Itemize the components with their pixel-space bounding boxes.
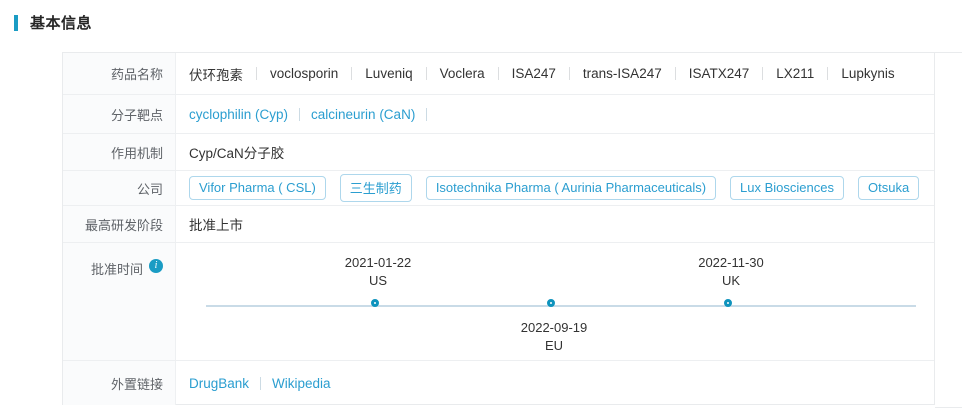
section-accent-bar — [14, 14, 18, 31]
divider — [299, 107, 301, 121]
target-link-calcineurin[interactable]: calcineurin (CaN) — [311, 106, 416, 122]
timeline-label-us: 2021-01-22 US — [308, 254, 448, 290]
company-tag-sansheng[interactable]: 三生制药 — [339, 174, 412, 202]
divider — [497, 67, 499, 80]
divider — [256, 67, 257, 80]
company-tags: Vifor Pharma ( CSL) 三生制药 Isotechnika Pha… — [176, 171, 934, 205]
approval-time-label: 批准时间 — [90, 262, 143, 277]
timeline-marker-us[interactable] — [371, 299, 379, 307]
divider — [351, 67, 353, 80]
target-link-cyclophilin[interactable]: cyclophilin (Cyp) — [189, 106, 289, 122]
highest-stage-value: 批准上市 — [189, 218, 243, 233]
divider — [762, 67, 764, 80]
basic-info-table: 药品名称 伏环孢素 voclosporin Luveniq Voclera ISA247… — [62, 52, 935, 405]
table-row-target: 分子靶点 cyclophilin (Cyp) calcineurin (CaN) — [63, 95, 934, 134]
table-row-company: 公司 Vifor Pharma ( CSL) 三生制药 Isotechnika … — [63, 171, 934, 206]
drug-name: Luveniq — [365, 66, 413, 81]
approval-region: US — [368, 273, 388, 288]
row-label-drug-name: 药品名称 — [63, 53, 176, 94]
divider — [260, 376, 262, 390]
table-bottom-border-continuation — [935, 407, 962, 408]
company-tag-isotechnika[interactable]: Isotechnika Pharma ( Aurinia Pharmaceuti… — [425, 176, 717, 200]
table-row-external-links: 外置链接 DrugBank Wikipedia — [63, 361, 934, 405]
drug-name: ISA247 — [511, 66, 556, 81]
timeline-label-eu: 2022-09-19 EU — [484, 319, 624, 355]
row-label-external-links: 外置链接 — [63, 361, 176, 405]
row-label-approval-time: 批准时间 i — [63, 243, 176, 360]
approval-date: 2021-01-22 — [344, 255, 412, 270]
divider — [425, 67, 427, 80]
company-tag-otsuka[interactable]: Otsuka — [858, 176, 920, 200]
external-links: DrugBank Wikipedia — [176, 361, 934, 405]
timeline-label-uk: 2022-11-30 UK — [661, 254, 801, 290]
approval-region: EU — [544, 338, 564, 353]
divider — [674, 67, 676, 80]
divider — [426, 107, 428, 121]
section-title: 基本信息 — [30, 15, 93, 32]
drug-name: Lupkynis — [841, 66, 895, 81]
row-label-highest-stage: 最高研发阶段 — [63, 206, 176, 242]
info-icon[interactable]: i — [149, 259, 163, 273]
company-tag-lux[interactable]: Lux Biosciences — [730, 176, 844, 200]
row-label-mechanism: 作用机制 — [63, 134, 176, 170]
company-tag-vifor[interactable]: Vifor Pharma ( CSL) — [189, 176, 326, 200]
timeline-marker-eu[interactable] — [547, 299, 555, 307]
section-header: 基本信息 — [14, 12, 92, 33]
approval-region: UK — [721, 273, 741, 288]
external-link-drugbank[interactable]: DrugBank — [189, 375, 250, 391]
divider — [568, 67, 570, 80]
external-link-wikipedia[interactable]: Wikipedia — [272, 375, 331, 391]
row-label-company: 公司 — [63, 171, 176, 205]
mechanism-value: Cyp/CaN分子胶 — [189, 146, 285, 161]
drug-name: 伏环孢素 — [189, 67, 243, 83]
table-row-approval-time: 批准时间 i 2021-01-22 US 2022-09-19 EU 2022-… — [63, 243, 934, 361]
drug-name: LX211 — [776, 66, 815, 81]
target-values: cyclophilin (Cyp) calcineurin (CaN) — [176, 95, 934, 133]
timeline-line — [206, 305, 916, 307]
approval-date: 2022-11-30 — [698, 255, 764, 270]
drug-name: ISATX247 — [688, 66, 750, 81]
table-top-border-continuation — [935, 52, 962, 53]
approval-timeline: 2021-01-22 US 2022-09-19 EU 2022-11-30 U… — [176, 243, 934, 360]
drug-name: trans-ISA247 — [582, 66, 662, 81]
drug-name: voclosporin — [270, 66, 339, 81]
table-row-drug-name: 药品名称 伏环孢素 voclosporin Luveniq Voclera ISA247… — [63, 53, 934, 95]
divider — [827, 67, 829, 80]
drug-name-values: 伏环孢素 voclosporin Luveniq Voclera ISA247 trans… — [176, 53, 934, 94]
row-label-target: 分子靶点 — [63, 95, 176, 133]
drug-name: Voclera — [439, 66, 485, 81]
approval-date: 2022-09-19 — [520, 320, 588, 335]
table-row-highest-stage: 最高研发阶段 批准上市 — [63, 206, 934, 243]
timeline-marker-uk[interactable] — [724, 299, 732, 307]
table-row-mechanism: 作用机制 Cyp/CaN分子胶 — [63, 134, 934, 171]
